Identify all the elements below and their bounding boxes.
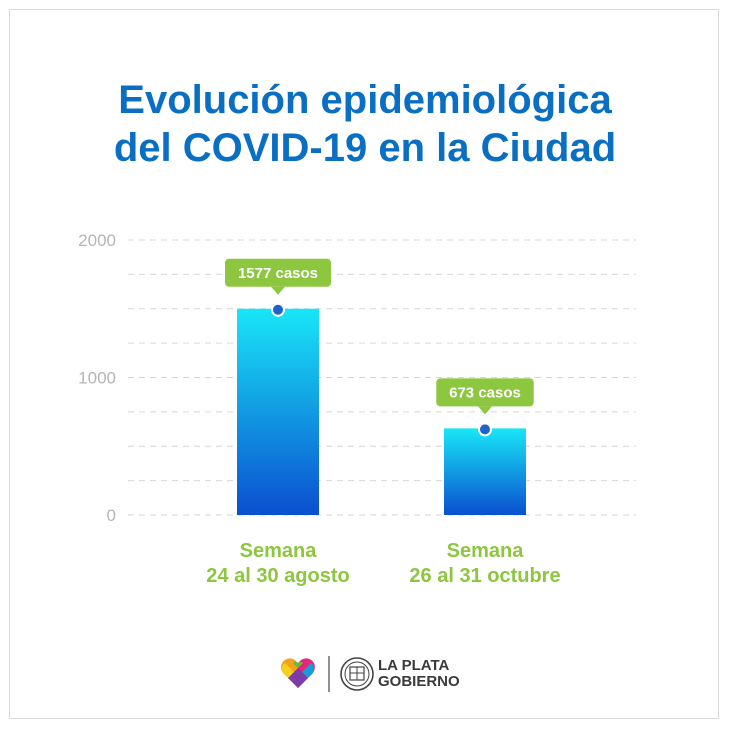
gridlines (128, 239, 636, 516)
data-label-box (436, 378, 534, 407)
x-category-label: 26 al 31 octubre (409, 565, 560, 587)
y-axis-ticks: 0 1000 2000 (78, 231, 116, 525)
org-name-line1: LA PLATA (378, 657, 450, 674)
data-label-pointer (478, 406, 492, 415)
data-label: 1577 casos (238, 265, 318, 282)
chart-title: Evolución epidemiológica del COVID-19 en… (0, 76, 730, 172)
data-label-box (225, 258, 331, 287)
city-seal-icon (340, 657, 374, 691)
org-name-line2: GOBIERNO (378, 673, 460, 690)
bar (444, 428, 526, 515)
data-point (273, 304, 283, 315)
org-name: LA PLATA GOBIERNO (378, 658, 460, 690)
x-category-label: Semana (240, 540, 318, 562)
data-point (480, 424, 490, 435)
heart-logo-icon (281, 658, 315, 688)
chart-title-line1: Evolución epidemiológica (118, 78, 612, 122)
x-category-label: Semana (447, 540, 525, 562)
y-tick-label: 2000 (78, 231, 116, 250)
x-category-label: 24 al 30 agosto (206, 565, 349, 587)
bars (237, 302, 526, 515)
y-tick-label: 1000 (78, 369, 116, 388)
data-label: 673 casos (449, 384, 521, 401)
bar (237, 308, 319, 515)
data-label-pointer (271, 286, 285, 295)
card-frame (9, 9, 719, 719)
data-labels: 1577 casos 673 casos (225, 258, 534, 415)
y-tick-label: 0 (107, 506, 116, 525)
footer-branding: LA PLATA GOBIERNO (280, 652, 480, 696)
x-axis-categories: Semana 24 al 30 agosto Semana 26 al 31 octu… (206, 540, 560, 587)
footer-logos (281, 656, 374, 692)
chart-title-line2: del COVID-19 en la Ciudad (113, 126, 617, 170)
